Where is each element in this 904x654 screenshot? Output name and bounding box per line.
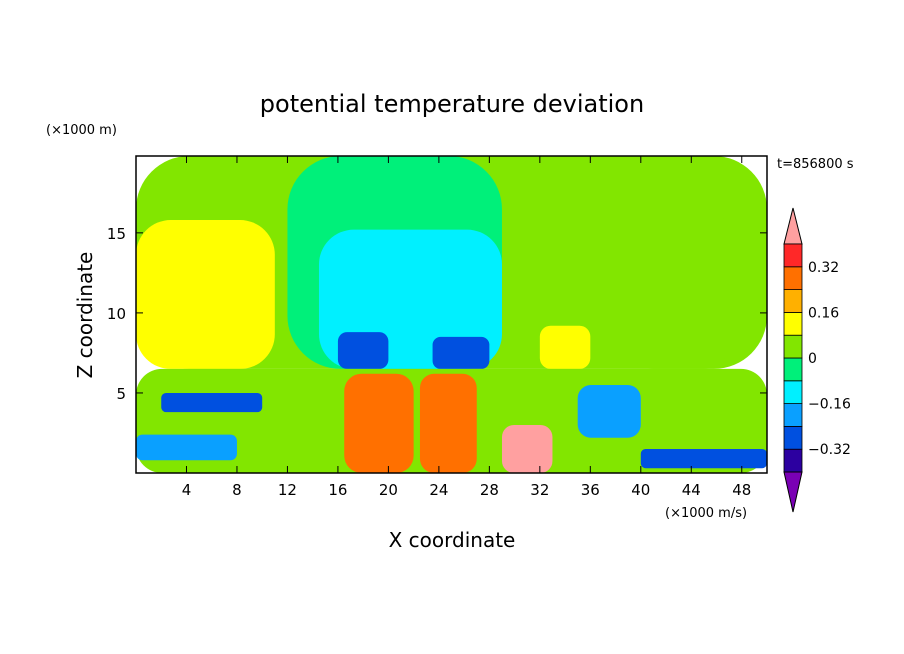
- contour-region-9: [344, 373, 414, 473]
- colorbar-band: [783, 334, 803, 359]
- colorbar-band: [783, 243, 803, 268]
- y-axis-label: Z coordinate: [73, 252, 97, 379]
- colorbar-bottom-arrow: [783, 471, 803, 513]
- colorbar-tick-label: 0.32: [808, 260, 839, 276]
- contour-region-12: [161, 392, 263, 413]
- contour-field: [136, 156, 767, 473]
- contour-region-13: [136, 434, 237, 461]
- colorbar-band: [783, 425, 803, 450]
- chart-title: potential temperature deviation: [260, 90, 644, 118]
- colorbar-band: [783, 357, 803, 382]
- contour-region-11: [501, 424, 553, 473]
- x-tick-label: 24: [429, 481, 448, 499]
- colorbar-tick-label: −0.16: [808, 397, 851, 413]
- plot-frame: [135, 155, 768, 474]
- contour-region-15: [577, 384, 641, 438]
- y-axis: 5 10 15: [107, 225, 767, 403]
- y-tick-label: 15: [107, 225, 126, 243]
- x-axis: 4 8 12 16 20 24 28 32 36 40 44 48: [182, 156, 751, 499]
- colorbar-tick-label: 0.16: [808, 305, 839, 321]
- x-tick-label: 8: [232, 481, 242, 499]
- x-tick-label: 44: [682, 481, 701, 499]
- colorbar-band: [783, 266, 803, 290]
- contour-region-5: [432, 336, 490, 369]
- contour-region-1: [136, 220, 275, 369]
- x-axis-label: X coordinate: [389, 528, 516, 552]
- x-tick-label: 48: [732, 481, 751, 499]
- x-tick-label: 28: [480, 481, 499, 499]
- y-tick-label: 10: [107, 305, 126, 323]
- x-unit-label: (×1000 m/s): [665, 506, 747, 521]
- time-label: t=856800 s: [777, 157, 854, 172]
- y-unit-label: (×1000 m): [46, 123, 117, 138]
- contour-region-10: [419, 373, 477, 473]
- colorbar-band: [783, 448, 803, 473]
- colorbar-tick-label: −0.32: [808, 442, 851, 458]
- contour-region-7: [628, 208, 730, 369]
- contour-region-4: [337, 332, 389, 369]
- x-tick-label: 20: [379, 481, 398, 499]
- colorbar-band: [783, 289, 803, 313]
- x-tick-label: 12: [278, 481, 297, 499]
- x-tick-label: 4: [182, 481, 192, 499]
- x-tick-label: 36: [581, 481, 600, 499]
- colorbar-band: [783, 403, 803, 427]
- x-tick-label: 40: [631, 481, 650, 499]
- x-tick-label: 16: [328, 481, 347, 499]
- colorbar-tick-label: 0: [808, 351, 817, 367]
- contour-region-14: [640, 448, 767, 469]
- colorbar-top-arrow: [783, 207, 803, 245]
- x-tick-label: 32: [530, 481, 549, 499]
- colorbar-band: [783, 380, 803, 404]
- y-tick-label: 5: [116, 385, 126, 403]
- contour-region-6: [539, 325, 591, 369]
- colorbar-band: [783, 311, 803, 336]
- colorbar: 0.32 0.16 0 −0.16 −0.32: [783, 207, 851, 513]
